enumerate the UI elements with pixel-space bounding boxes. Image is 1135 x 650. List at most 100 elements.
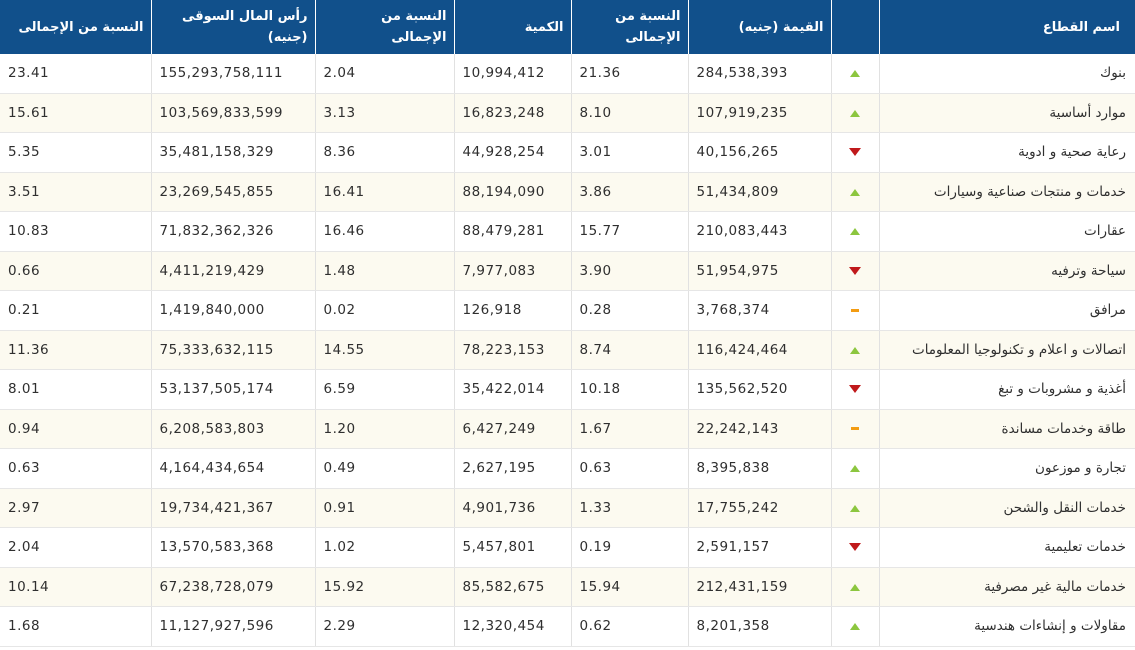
value-pct-cell: 10.18: [570, 369, 688, 410]
table-row[interactable]: سياحة وترفيه 51,954,975 3.90 7,977,083 1.48 4…: [0, 251, 1135, 291]
market-cap-pct-cell: 15.61: [0, 93, 151, 133]
quantity-pct-cell: 0.49: [314, 448, 454, 489]
table-row[interactable]: خدمات و منتجات صناعية وسيارات 51,434,809 3…: [0, 172, 1135, 212]
value-cell: 8,395,838: [687, 448, 831, 489]
sector-name-cell[interactable]: مقاولات و إنشاءات هندسية: [878, 606, 1135, 647]
triangle-up-icon: [850, 70, 860, 78]
triangle-up-icon: [850, 228, 860, 236]
table-row[interactable]: تجارة و موزعون 8,395,838 0.63 2,627,195 0.49…: [0, 448, 1135, 489]
sector-name-cell[interactable]: تجارة و موزعون: [878, 448, 1135, 489]
quantity-cell: 16,823,248: [453, 93, 571, 133]
value-cell: 17,755,242: [687, 488, 831, 528]
sector-name-cell[interactable]: عقارات: [878, 211, 1135, 252]
triangle-up-icon: [850, 109, 860, 117]
sector-name-cell[interactable]: خدمات تعليمية: [878, 527, 1135, 568]
trend-cell: [830, 606, 879, 647]
quantity-cell: 44,928,254: [453, 132, 571, 173]
sector-name-cell[interactable]: طاقة وخدمات مساندة: [878, 409, 1135, 449]
value-pct-cell: 3.86: [570, 172, 688, 212]
trend-cell: [830, 93, 879, 133]
value-pct-cell: 3.90: [570, 251, 688, 291]
header-value-pct-line2: الإجمالى: [625, 30, 681, 45]
header-market-cap-pct[interactable]: النسبة من الإجمالى: [0, 0, 151, 54]
quantity-pct-cell: 8.36: [314, 132, 454, 173]
header-quantity[interactable]: الكمية: [453, 0, 571, 54]
value-cell: 40,156,265: [687, 132, 831, 173]
table-row[interactable]: بنوك 284,538,393 21.36 10,994,412 2.04 155,29…: [0, 54, 1135, 94]
header-market-cap[interactable]: رأس المال السوقى (جنيه): [150, 0, 315, 54]
value-pct-cell: 0.62: [570, 606, 688, 647]
value-cell: 51,954,975: [687, 251, 831, 291]
table-row[interactable]: مقاولات و إنشاءات هندسية 8,201,358 0.62 12,…: [0, 606, 1135, 647]
sector-name-cell[interactable]: خدمات مالية غير مصرفية: [878, 567, 1135, 607]
value-cell: 116,424,464: [687, 330, 831, 370]
header-value-pct[interactable]: النسبة من الإجمالى: [570, 0, 688, 54]
quantity-pct-cell: 1.48: [314, 251, 454, 291]
market-cap-pct-cell: 11.36: [0, 330, 151, 370]
table-row[interactable]: مرافق 3,768,374 0.28 126,918 0.02 1,419,840,0…: [0, 290, 1135, 331]
market-cap-pct-cell: 10.83: [0, 211, 151, 252]
dash-icon: [851, 427, 859, 431]
triangle-down-icon: [849, 385, 861, 394]
market-cap-pct-cell: 0.21: [0, 290, 151, 331]
table-row[interactable]: خدمات مالية غير مصرفية 212,431,159 15.94 85…: [0, 567, 1135, 607]
header-quantity-pct[interactable]: النسبة من الإجمالى: [314, 0, 454, 54]
value-cell: 2,591,157: [687, 527, 831, 568]
sector-name-cell[interactable]: اتصالات و اعلام و تكنولوجيا المعلومات: [878, 330, 1135, 370]
value-pct-cell: 15.94: [570, 567, 688, 607]
market-cap-pct-cell: 3.51: [0, 172, 151, 212]
table-row[interactable]: رعاية صحية و ادوية 40,156,265 3.01 44,928,2…: [0, 132, 1135, 173]
value-cell: 212,431,159: [687, 567, 831, 607]
trend-cell: [830, 54, 879, 94]
market-cap-cell: 155,293,758,111: [150, 54, 315, 94]
table-row[interactable]: أغذية و مشروبات و تبغ 135,562,520 10.18 35,…: [0, 369, 1135, 410]
sector-name-cell[interactable]: رعاية صحية و ادوية: [878, 132, 1135, 173]
table-row[interactable]: عقارات 210,083,443 15.77 88,479,281 16.46 71,…: [0, 211, 1135, 252]
triangle-down-icon: [849, 148, 861, 157]
quantity-cell: 126,918: [453, 290, 571, 331]
market-cap-cell: 53,137,505,174: [150, 369, 315, 410]
triangle-down-icon: [849, 266, 861, 275]
market-cap-cell: 35,481,158,329: [150, 132, 315, 173]
triangle-up-icon: [850, 583, 860, 591]
sector-name-cell[interactable]: أغذية و مشروبات و تبغ: [878, 369, 1135, 410]
table-row[interactable]: خدمات النقل والشحن 17,755,242 1.33 4,901,73…: [0, 488, 1135, 528]
sector-name-cell[interactable]: موارد أساسية: [878, 93, 1135, 133]
trend-cell: [830, 290, 879, 331]
quantity-cell: 2,627,195: [453, 448, 571, 489]
quantity-pct-cell: 2.29: [314, 606, 454, 647]
table-header: اسم القطاع القيمة (جنيه) النسبة من الإجم…: [0, 0, 1135, 54]
value-pct-cell: 1.33: [570, 488, 688, 528]
trend-cell: [830, 251, 879, 291]
trend-cell: [830, 409, 879, 449]
quantity-cell: 7,977,083: [453, 251, 571, 291]
trend-cell: [830, 527, 879, 568]
sector-name-cell[interactable]: بنوك: [878, 54, 1135, 94]
table-row[interactable]: اتصالات و اعلام و تكنولوجيا المعلومات 116…: [0, 330, 1135, 370]
market-cap-cell: 13,570,583,368: [150, 527, 315, 568]
header-value[interactable]: القيمة (جنيه): [687, 0, 831, 54]
sector-name-cell[interactable]: خدمات و منتجات صناعية وسيارات: [878, 172, 1135, 212]
trend-cell: [830, 488, 879, 528]
value-pct-cell: 0.19: [570, 527, 688, 568]
quantity-cell: 12,320,454: [453, 606, 571, 647]
sector-name-cell[interactable]: مرافق: [878, 290, 1135, 331]
quantity-pct-cell: 1.02: [314, 527, 454, 568]
trend-cell: [830, 172, 879, 212]
quantity-pct-cell: 0.91: [314, 488, 454, 528]
market-cap-cell: 71,832,362,326: [150, 211, 315, 252]
header-trend: [830, 0, 879, 54]
market-cap-cell: 4,164,434,654: [150, 448, 315, 489]
sector-name-cell[interactable]: سياحة وترفيه: [878, 251, 1135, 291]
dash-icon: [851, 308, 859, 312]
table-row[interactable]: خدمات تعليمية 2,591,157 0.19 5,457,801 1.02 1…: [0, 527, 1135, 568]
table-row[interactable]: طاقة وخدمات مساندة 22,242,143 1.67 6,427,24…: [0, 409, 1135, 449]
quantity-pct-cell: 3.13: [314, 93, 454, 133]
quantity-pct-cell: 0.02: [314, 290, 454, 331]
header-sector[interactable]: اسم القطاع: [878, 0, 1135, 54]
quantity-pct-cell: 15.92: [314, 567, 454, 607]
value-pct-cell: 0.28: [570, 290, 688, 331]
table-row[interactable]: موارد أساسية 107,919,235 8.10 16,823,248 3.1…: [0, 93, 1135, 133]
sector-name-cell[interactable]: خدمات النقل والشحن: [878, 488, 1135, 528]
market-cap-pct-cell: 2.97: [0, 488, 151, 528]
